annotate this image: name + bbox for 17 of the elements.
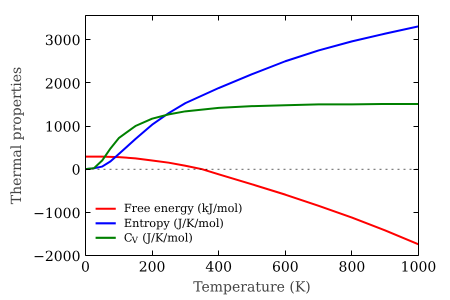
y-tick-label: 0 xyxy=(72,162,81,179)
x-axis-title: Temperature (K) xyxy=(193,280,311,296)
legend-label: Entropy (J/K/mol) xyxy=(124,216,224,230)
x-tick-label: 600 xyxy=(272,260,299,276)
y-tick-label: −2000 xyxy=(33,249,80,265)
x-tick-label: 1000 xyxy=(400,260,436,276)
x-tick-label: 400 xyxy=(205,260,232,276)
legend-label: Free energy (kJ/mol) xyxy=(124,202,242,216)
x-tick-label: 200 xyxy=(138,260,166,276)
y-tick-label: 3000 xyxy=(44,33,81,50)
y-axis-title: Thermal properties xyxy=(9,66,26,204)
y-tick-label: 1000 xyxy=(44,120,81,136)
x-tick-label: 800 xyxy=(338,260,366,276)
y-tick-label: 2000 xyxy=(44,76,81,92)
y-tick-label: −1000 xyxy=(33,206,80,222)
line-series xyxy=(86,102,418,170)
line-series xyxy=(86,156,418,246)
